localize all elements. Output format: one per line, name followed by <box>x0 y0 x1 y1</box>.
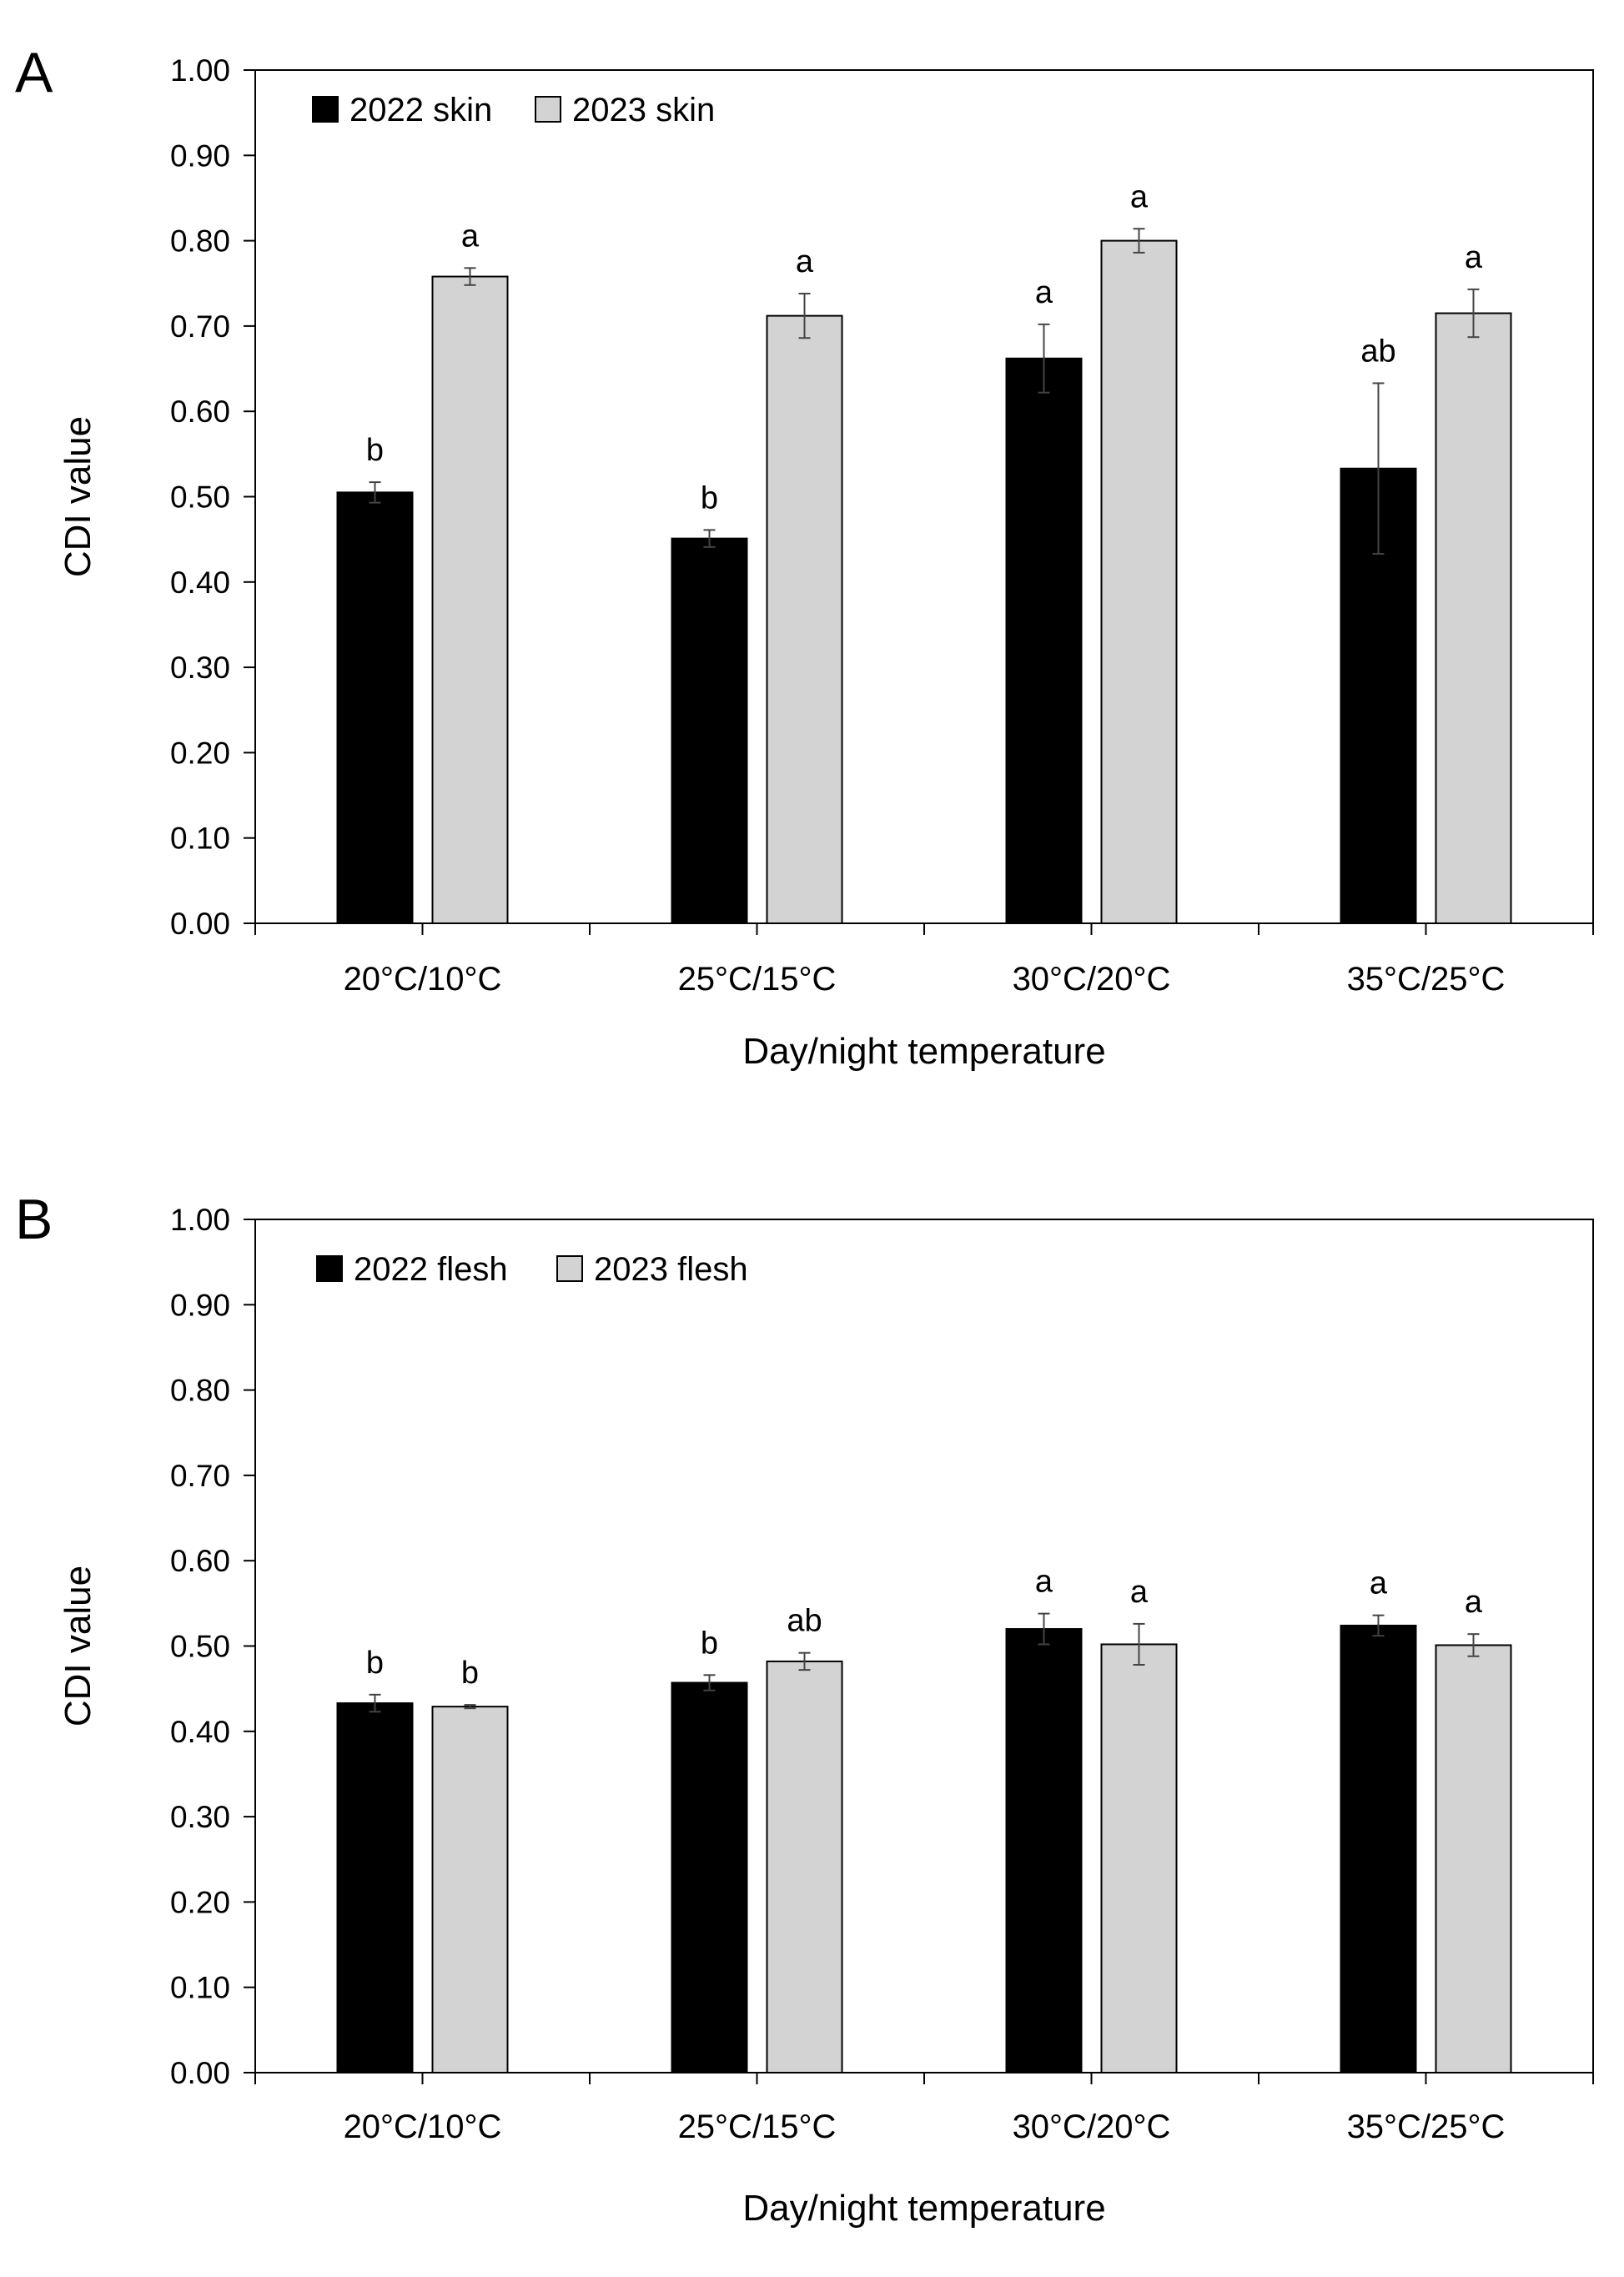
y-tick-label: 0.70 <box>170 1459 230 1493</box>
significance-label: ab <box>787 1604 822 1639</box>
panel-label: A <box>15 41 53 104</box>
x-tick-label: 20°C/10°C <box>344 961 502 998</box>
y-tick-label: 0.70 <box>170 309 230 344</box>
bar-2022-skin <box>671 537 748 924</box>
significance-label: ab <box>1360 334 1395 369</box>
y-tick-label: 1.00 <box>170 1203 230 1237</box>
significance-label: b <box>366 1646 384 1681</box>
chart-panel-a: A 0.00 0.10 0.20 0.30 0.40 0.50 0.60 0.70 0.80 0.9… <box>15 41 1594 1072</box>
y-tick-label: 0.60 <box>170 395 230 429</box>
x-tick-label: 35°C/25°C <box>1347 2109 1506 2145</box>
significance-label: a <box>1465 240 1483 275</box>
x-tick-label: 20°C/10°C <box>344 2109 502 2145</box>
y-tick-label: 0.50 <box>170 1630 230 1664</box>
bar-2023-skin <box>431 275 509 925</box>
y-tick-label: 0.60 <box>170 1544 230 1578</box>
bar-2022-flesh <box>1005 1628 1083 2074</box>
legend-label: 2022 skin <box>349 92 492 128</box>
y-tick-label: 1.00 <box>170 53 230 88</box>
bar-2023-flesh <box>431 1706 509 2074</box>
bar-2022-flesh <box>1340 1624 1417 2073</box>
legend-label: 2022 flesh <box>354 1251 508 1288</box>
legend: 2022 flesh 2023 flesh <box>316 1251 748 1288</box>
significance-label: b <box>701 480 718 515</box>
y-axis-title: CDI value <box>58 416 98 577</box>
legend-swatch <box>535 96 561 123</box>
legend: 2022 skin 2023 skin <box>312 92 715 128</box>
legend-swatch <box>316 1255 343 1282</box>
y-tick-label: 0.50 <box>170 480 230 515</box>
y-tick-label: 0.90 <box>170 1288 230 1322</box>
legend-swatch <box>312 96 339 123</box>
x-tick-label: 25°C/15°C <box>678 2109 837 2145</box>
y-tick-label: 0.30 <box>170 1800 230 1834</box>
bar-2023-skin <box>1100 239 1178 925</box>
significance-label: a <box>1035 1565 1053 1600</box>
y-tick-label: 0.80 <box>170 224 230 259</box>
bar-2023-flesh <box>1435 1644 1512 2074</box>
x-tick-label: 30°C/20°C <box>1013 2109 1171 2145</box>
legend-label: 2023 flesh <box>594 1251 748 1288</box>
bar-2022-skin <box>336 491 414 924</box>
significance-label: a <box>1465 1585 1483 1620</box>
bar-2023-flesh <box>1100 1643 1178 2073</box>
x-axis-title: Day/night temperature <box>742 1031 1105 1072</box>
bar-2023-skin <box>766 314 843 924</box>
y-tick-label: 0.40 <box>170 1715 230 1749</box>
bar-2023-skin <box>1435 312 1512 924</box>
significance-label: a <box>1035 275 1053 310</box>
x-tick-label: 35°C/25°C <box>1347 961 1506 998</box>
bar-2022-flesh <box>671 1681 748 2073</box>
significance-label: a <box>461 219 480 254</box>
y-tick-label: 0.80 <box>170 1374 230 1408</box>
bar-2022-flesh <box>336 1702 414 2074</box>
x-tick-label: 25°C/15°C <box>678 961 837 998</box>
significance-label: a <box>1370 1566 1388 1601</box>
y-axis-title: CDI value <box>58 1566 98 1727</box>
y-tick-label: 0.00 <box>170 907 230 941</box>
significance-label: b <box>461 1656 479 1691</box>
legend-swatch <box>556 1255 583 1282</box>
y-tick-label: 0.30 <box>170 651 230 685</box>
x-axis-title: Day/night temperature <box>742 2188 1105 2229</box>
y-tick-label: 0.90 <box>170 138 230 173</box>
y-tick-label: 0.10 <box>170 1971 230 2005</box>
y-tick-label: 0.20 <box>170 736 230 770</box>
x-tick-label: 30°C/20°C <box>1013 961 1171 998</box>
significance-label: a <box>1130 1575 1149 1610</box>
y-tick-label: 0.40 <box>170 565 230 600</box>
significance-label: b <box>366 433 384 468</box>
y-tick-label: 0.10 <box>170 822 230 856</box>
bar-2022-skin <box>1005 357 1083 924</box>
bar-2023-flesh <box>766 1660 843 2073</box>
chart-panel-b: B 0.00 0.10 0.20 0.30 0.40 0.50 0.60 0.70 0.80 0.9… <box>15 1188 1594 2229</box>
significance-label: b <box>701 1626 718 1661</box>
significance-label: a <box>796 244 814 279</box>
panel-label: B <box>15 1188 53 1251</box>
legend-label: 2023 skin <box>572 92 715 128</box>
y-tick-label: 0.00 <box>170 2056 230 2090</box>
significance-label: a <box>1130 179 1149 214</box>
y-tick-label: 0.20 <box>170 1885 230 1919</box>
